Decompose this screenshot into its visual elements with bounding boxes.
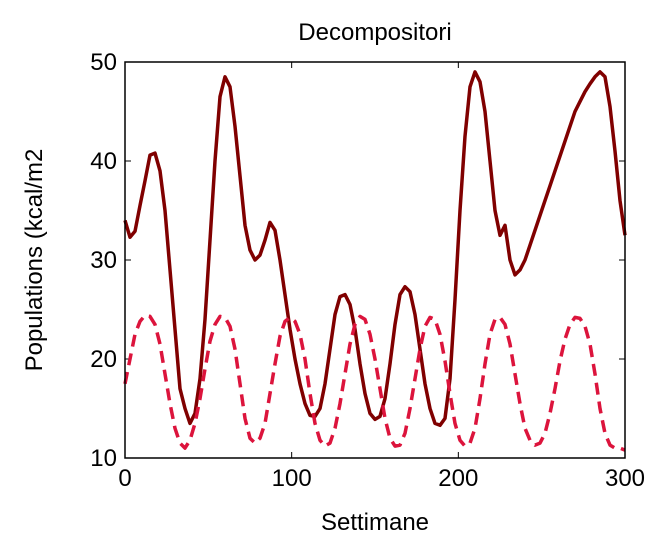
series-line-solid: [123, 70, 627, 428]
x-tick-label: 200: [438, 465, 478, 492]
y-tick-label: 30: [90, 247, 117, 274]
ticks-layer: 0 100 200 300 10 20 30 40 50: [90, 49, 645, 492]
y-axis-title: Populations (kcal/m2: [21, 149, 48, 372]
y-tick-label: 40: [90, 148, 117, 175]
x-tick-label: 0: [118, 465, 131, 492]
x-tick-label: 100: [272, 465, 312, 492]
chart-title: Decompositori: [298, 19, 451, 46]
x-axis-title: Settimane: [321, 509, 429, 536]
y-tick-label: 10: [90, 445, 117, 472]
series-line-dashed: [123, 313, 626, 452]
x-tick-label: 300: [605, 465, 645, 492]
series-layer: [123, 70, 627, 452]
y-tick-label: 50: [90, 49, 117, 76]
y-tick-label: 20: [90, 346, 117, 373]
plot-area-frame: [124, 61, 626, 459]
